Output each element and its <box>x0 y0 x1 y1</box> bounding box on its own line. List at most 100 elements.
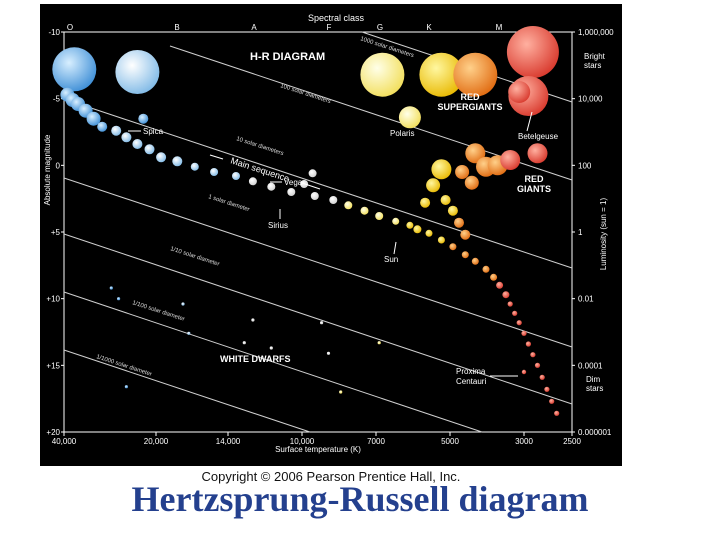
label-dim-stars-2: stars <box>586 384 603 393</box>
star-point <box>496 281 504 289</box>
series-main-sequence <box>60 87 560 416</box>
label-sirius: Sirius <box>268 221 288 230</box>
star-point <box>453 52 498 97</box>
diameter-label-10: 10 solar diameters <box>235 136 284 157</box>
star-point <box>461 251 469 259</box>
star-point <box>52 47 97 92</box>
main-sequence-arrow-right <box>301 182 321 190</box>
star-point <box>326 351 331 355</box>
x-tick-label: 20,000 <box>144 437 169 446</box>
star-point <box>525 341 531 347</box>
star-point <box>187 331 191 335</box>
label-proxima-2: Centauri <box>456 377 486 386</box>
star-point <box>392 217 400 225</box>
y-axis-label-left: Absolute magnitude <box>43 134 52 205</box>
diameter-label-100: 100 solar diameters <box>279 83 331 105</box>
star-point <box>506 26 559 78</box>
star-point <box>471 257 479 265</box>
hr-diagram: Spectral class O B A F G K M Absolute magnitud… <box>40 4 622 466</box>
x-tick-label: 3000 <box>515 437 533 446</box>
named-star-spica <box>138 113 149 124</box>
star-point <box>516 320 522 326</box>
label-polaris: Polaris <box>390 129 414 138</box>
y-tick-label-right: 0.0001 <box>578 361 603 370</box>
star-point <box>440 195 451 205</box>
star-point <box>287 188 296 196</box>
spectral-tick-label: M <box>496 23 503 32</box>
star-point <box>507 301 513 307</box>
star-point <box>360 206 369 215</box>
diameter-label-1: 1 solar diameter <box>207 194 250 213</box>
label-sun: Sun <box>384 255 398 264</box>
diameter-line-1 <box>63 177 573 348</box>
star-point <box>530 352 536 358</box>
star-point <box>117 297 121 301</box>
named-star-betelgeuse <box>508 81 531 103</box>
star-point <box>420 197 431 208</box>
star-point <box>190 162 199 171</box>
star-point <box>454 217 464 228</box>
x-tick-label: 2500 <box>563 437 581 446</box>
star-point <box>121 132 132 143</box>
y-tick-label-left: 0 <box>56 161 61 170</box>
label-main-sequence: Main sequence <box>229 155 290 183</box>
star-point <box>406 221 414 229</box>
y-tick-label-left: +10 <box>46 295 60 304</box>
star-point <box>242 341 246 345</box>
star-point <box>554 410 560 416</box>
pointer-betelgeuse <box>526 111 533 132</box>
star-point <box>251 318 255 322</box>
star-point <box>431 159 452 180</box>
star-point <box>521 330 527 336</box>
spectral-tick-label: B <box>174 23 179 32</box>
diameter-line-1-10 <box>63 233 573 405</box>
spectral-class-label: Spectral class <box>308 13 365 23</box>
star-point <box>210 168 219 176</box>
star-point <box>329 196 338 204</box>
star-point <box>339 390 343 394</box>
label-red-supergiants-2: SUPERGIANTS <box>437 102 502 112</box>
star-point <box>144 144 155 155</box>
label-betelgeuse: Betelgeuse <box>518 132 559 141</box>
label-red-giants-1: RED <box>524 174 544 184</box>
slide-title: Hertzsprung-Russell diagram <box>131 479 589 519</box>
copyright-notice: Copyright © 2006 Pearson Prentice Hall, … <box>201 469 461 484</box>
label-red-supergiants-1: RED <box>460 92 480 102</box>
star-point <box>544 386 550 392</box>
x-tick-label: 7000 <box>367 437 385 446</box>
star-point <box>267 182 276 191</box>
star-point <box>232 172 240 180</box>
star-point <box>426 178 441 193</box>
named-stars <box>138 81 531 375</box>
star-point <box>115 50 160 94</box>
x-tick-label: 10,000 <box>290 437 315 446</box>
hr-diagram-plot: Spectral class O B A F G K M Absolute magnitud… <box>43 13 614 454</box>
star-point <box>269 346 273 350</box>
diameter-label-1-100: 1/100 solar diameter <box>131 300 185 323</box>
star-point <box>482 265 490 273</box>
star-point <box>320 321 324 325</box>
spectral-tick-label: F <box>327 23 332 32</box>
diameter-line-1-100 <box>63 291 483 433</box>
y-tick-label-right: 0.000001 <box>578 428 612 437</box>
spectral-tick-label: O <box>67 23 73 32</box>
star-point <box>455 165 470 179</box>
label-vega: Vega <box>284 178 303 187</box>
named-star-sun <box>413 225 422 234</box>
label-red-giants-2: GIANTS <box>517 184 551 194</box>
star-point <box>500 150 521 170</box>
diameter-label-1-10: 1/10 solar diameter <box>169 246 220 268</box>
star-point <box>425 229 433 237</box>
named-star-vega <box>308 169 317 178</box>
star-point <box>172 156 183 167</box>
star-point <box>534 362 541 368</box>
label-dim-stars-1: Dim <box>586 375 601 384</box>
pointer-sun <box>393 241 397 255</box>
spectral-tick-label: K <box>426 23 432 32</box>
y-axis-label-right: Luminosity (sun = 1) <box>599 198 608 271</box>
named-star-polaris <box>398 106 421 129</box>
diameter-line-10 <box>63 98 573 269</box>
diameter-line-1-1000 <box>63 349 311 433</box>
spectral-tick-label: G <box>377 23 383 32</box>
star-point <box>156 152 167 163</box>
